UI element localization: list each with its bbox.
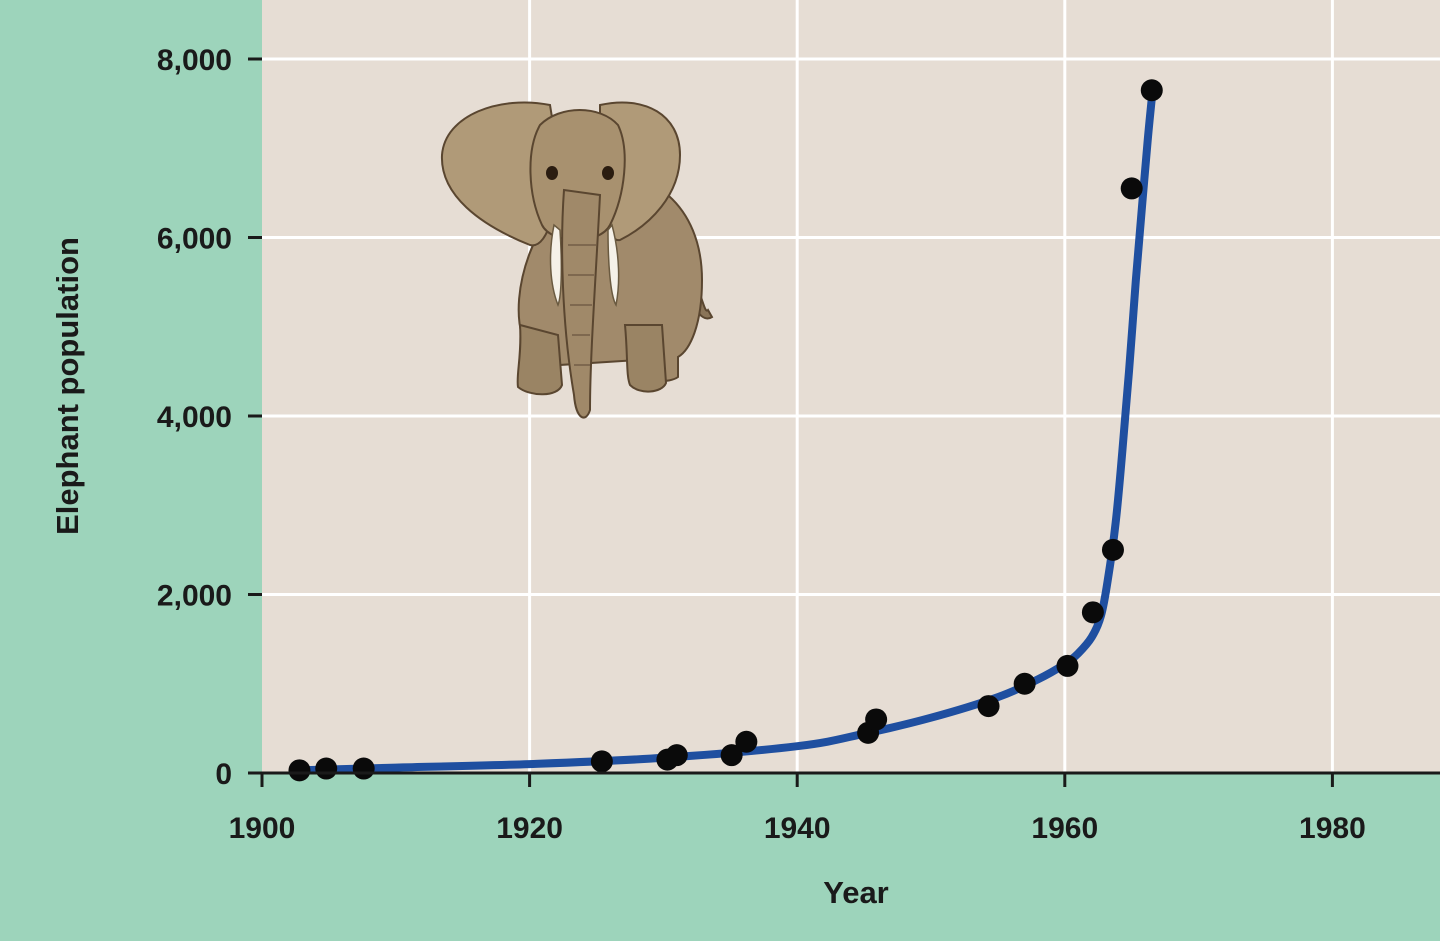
- data-point: [352, 757, 375, 780]
- data-point: [665, 744, 688, 767]
- x-tick-label: 1980: [1299, 812, 1366, 845]
- data-point: [1013, 672, 1036, 695]
- data-point: [1120, 177, 1143, 200]
- data-point: [1056, 654, 1079, 677]
- plot-area: [262, 0, 1440, 773]
- elephant-icon: [440, 101, 714, 419]
- data-point: [590, 750, 613, 773]
- y-tick-label: 6,000: [157, 223, 232, 256]
- x-tick-label: 1940: [764, 812, 831, 845]
- data-point: [315, 757, 338, 780]
- y-tick-label: 0: [215, 758, 232, 791]
- y-tick-label: 8,000: [157, 44, 232, 77]
- data-point: [1101, 538, 1124, 561]
- data-point: [720, 744, 743, 767]
- data-points: [288, 79, 1163, 782]
- x-axis-title: Year: [823, 875, 889, 910]
- data-point: [1140, 79, 1163, 102]
- axis-ticks: 1900 1920 1940 1960 1980 0 2,000 4,000 6,000 8,00…: [157, 44, 1366, 845]
- data-point: [977, 695, 1000, 718]
- y-tick-label: 4,000: [157, 401, 232, 434]
- x-tick-label: 1960: [1031, 812, 1098, 845]
- y-tick-label: 2,000: [157, 580, 232, 613]
- x-tick-label: 1900: [229, 812, 296, 845]
- data-point: [1081, 601, 1104, 624]
- x-tick-label: 1920: [496, 812, 563, 845]
- data-point: [735, 730, 758, 753]
- y-axis-title: Elephant population: [50, 237, 85, 535]
- data-point: [865, 708, 888, 731]
- data-point: [288, 759, 311, 782]
- grid: [262, 0, 1440, 773]
